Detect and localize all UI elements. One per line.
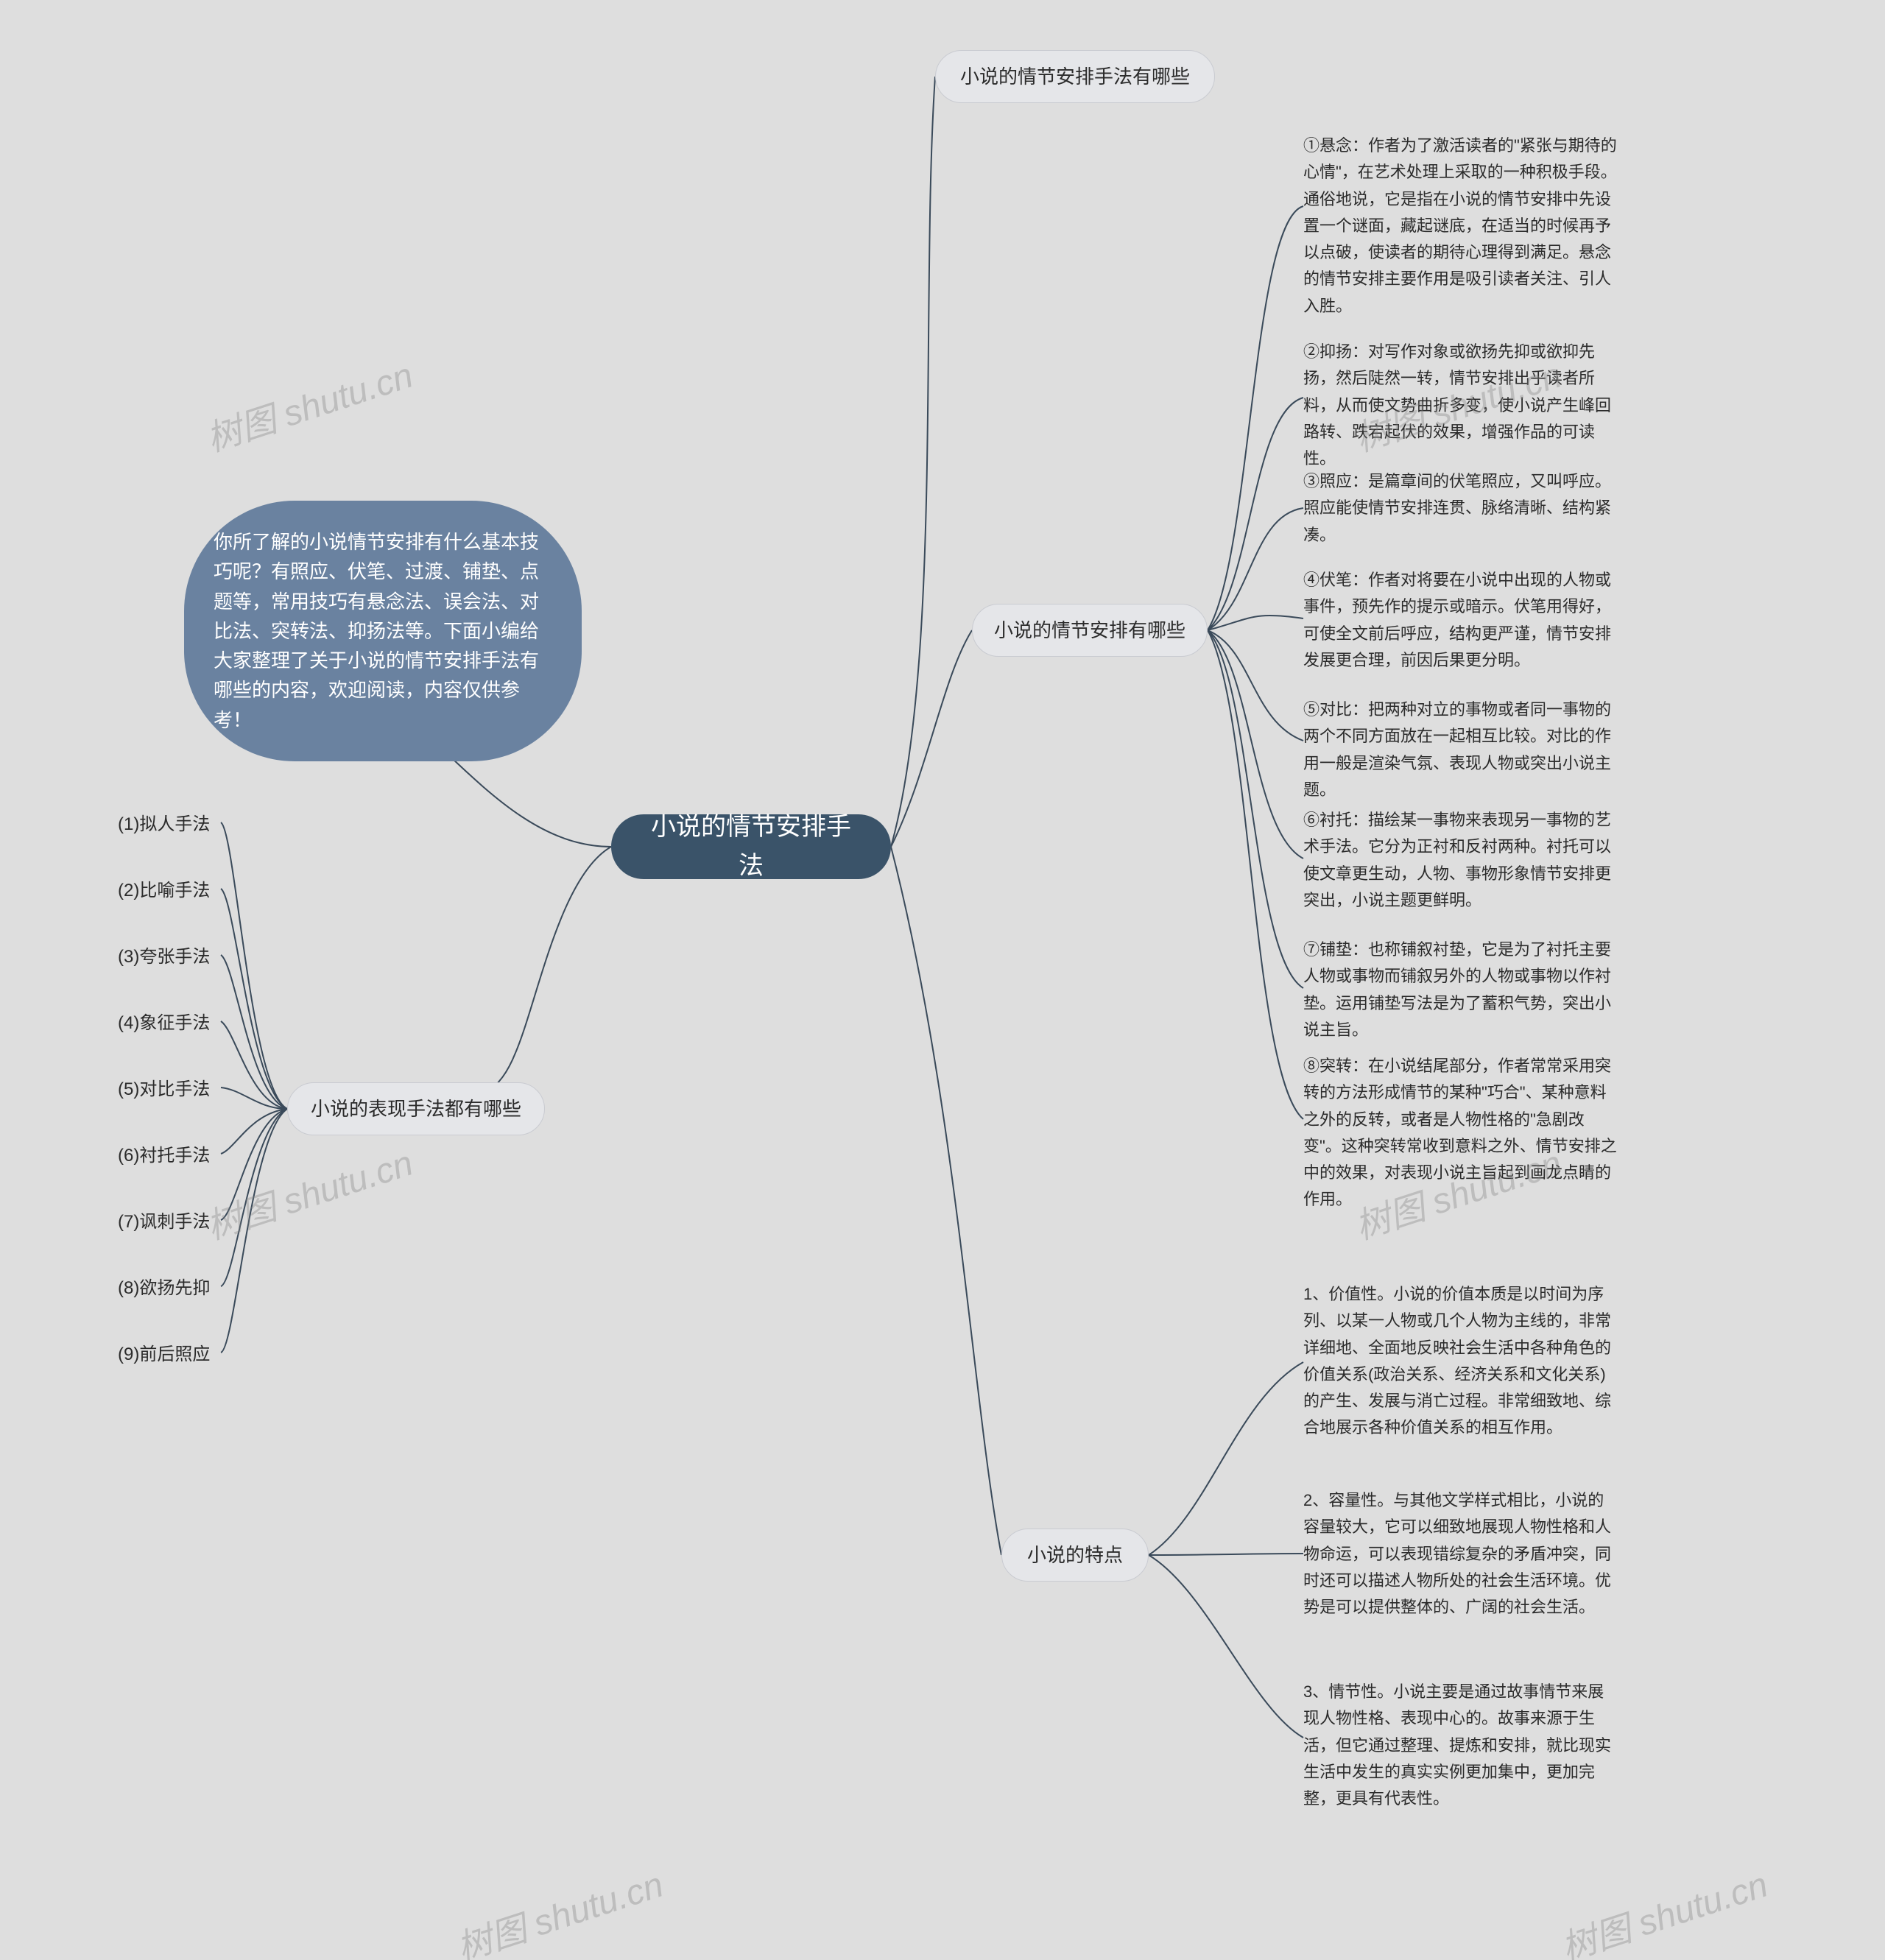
leaf-text: ⑦铺垫：也称铺叙衬垫，它是为了衬托主要人物或事物而铺叙另外的人物或事物以作衬垫。… [1303,940,1611,1039]
branch-label: 小说的情节安排有哪些 [994,616,1185,645]
branch-b1[interactable]: 小说的情节安排手法有哪些 [935,50,1215,103]
edge-path [1208,630,1303,1119]
leaf-text: (5)对比手法 [118,1079,210,1099]
edge-path [1208,398,1303,630]
leaf-node[interactable]: ③照应：是篇章间的伏笔照应，又叫呼应。照应能使情节安排连贯、脉络清晰、结构紧凑。 [1303,468,1620,549]
leaf-node[interactable]: (9)前后照应 [118,1340,265,1369]
leaf-node[interactable]: (4)象征手法 [118,1009,265,1038]
leaf-node[interactable]: ⑦铺垫：也称铺叙衬垫，它是为了衬托主要人物或事物而铺叙另外的人物或事物以作衬垫。… [1303,937,1620,1043]
leaf-text: (2)比喻手法 [118,881,210,900]
leaf-text: ②抑扬：对写作对象或欲扬先抑或欲抑先扬，然后陡然一转，情节安排出乎读者所料，从而… [1303,342,1611,468]
edge-path [1208,206,1303,630]
leaf-node[interactable]: 2、容量性。与其他文学样式相比，小说的容量较大，它可以细致地展现人物性格和人物命… [1303,1487,1620,1621]
leaf-text: (1)拟人手法 [118,814,210,834]
edge-path [891,77,935,847]
edge-path [1149,1554,1303,1555]
leaf-text: ④伏笔：作者对将要在小说中出现的人物或事件，预先作的提示或暗示。伏笔用得好，可使… [1303,571,1611,669]
intro-node[interactable]: 你所了解的小说情节安排有什么基本技巧呢？有照应、伏笔、过渡、铺垫、点题等，常用技… [184,501,582,761]
leaf-text: (9)前后照应 [118,1344,210,1364]
branch-label: 小说的表现手法都有哪些 [311,1094,521,1124]
watermark: 树图 shutu.cn [449,1855,669,1960]
leaf-text: (7)讽刺手法 [118,1212,210,1232]
center-node[interactable]: 小说的情节安排手法 [611,814,891,879]
edge-path [221,1109,287,1286]
leaf-node[interactable]: (6)衬托手法 [118,1141,265,1171]
edge-path [1208,616,1303,630]
edge-path [1208,508,1303,630]
watermark: 树图 shutu.cn [1554,1855,1773,1960]
branch-label: 小说的特点 [1027,1540,1123,1570]
edge-path [1149,1555,1303,1738]
leaf-text: ③照应：是篇章间的伏笔照应，又叫呼应。照应能使情节安排连贯、脉络清晰、结构紧凑。 [1303,472,1611,544]
edge-path [416,847,611,1109]
leaf-text: (6)衬托手法 [118,1146,210,1166]
leaf-node[interactable]: ⑤对比：把两种对立的事物或者同一事物的两个不同方面放在一起相互比较。对比的作用一… [1303,697,1620,803]
edge-path [1208,630,1303,859]
leaf-text: ⑧突转：在小说结尾部分，作者常常采用突转的方法形成情节的某种"巧合"、某种意料之… [1303,1057,1617,1208]
branch-label: 小说的情节安排手法有哪些 [960,62,1190,91]
edge-path [891,630,972,847]
leaf-text: 2、容量性。与其他文学样式相比，小说的容量较大，它可以细致地展现人物性格和人物命… [1303,1491,1611,1616]
leaf-text: ①悬念：作者为了激活读者的"紧张与期待的心情"，在艺术处理上采取的一种积极手段。… [1303,136,1617,315]
leaf-node[interactable]: (3)夸张手法 [118,942,265,972]
leaf-node[interactable]: 3、情节性。小说主要是通过故事情节来展现人物性格、表现中心的。故事来源于生活，但… [1303,1679,1620,1812]
branch-b3[interactable]: 小说的特点 [1001,1529,1149,1582]
leaf-text: ⑤对比：把两种对立的事物或者同一事物的两个不同方面放在一起相互比较。对比的作用一… [1303,700,1611,799]
leaf-text: 3、情节性。小说主要是通过故事情节来展现人物性格、表现中心的。故事来源于生活，但… [1303,1682,1611,1808]
leaf-node[interactable]: (2)比喻手法 [118,876,265,906]
edge-path [891,847,1001,1555]
branch-b4[interactable]: 小说的表现手法都有哪些 [287,1082,545,1135]
leaf-text: (8)欲扬先抑 [118,1278,210,1298]
leaf-text: 1、价值性。小说的价值本质是以时间为序列、以某一人物或几个人物为主线的，非常详细… [1303,1285,1611,1436]
edge-path [1149,1362,1303,1555]
leaf-node[interactable]: (5)对比手法 [118,1075,265,1104]
leaf-node[interactable]: 1、价值性。小说的价值本质是以时间为序列、以某一人物或几个人物为主线的，非常详细… [1303,1281,1620,1442]
leaf-node[interactable]: ⑧突转：在小说结尾部分，作者常常采用突转的方法形成情节的某种"巧合"、某种意料之… [1303,1053,1620,1213]
center-label: 小说的情节安排手法 [641,808,862,885]
edge-path [1208,630,1303,741]
mindmap-stage: 小说的情节安排手法 你所了解的小说情节安排有什么基本技巧呢？有照应、伏笔、过渡、… [0,0,1885,1960]
leaf-node[interactable]: (7)讽刺手法 [118,1208,265,1237]
leaf-text: (4)象征手法 [118,1013,210,1033]
leaf-node[interactable]: ⑥衬托：描绘某一事物来表现另一事物的艺术手法。它分为正衬和反衬两种。衬托可以使文… [1303,807,1620,914]
leaf-node[interactable]: ②抑扬：对写作对象或欲扬先抑或欲抑先扬，然后陡然一转，情节安排出乎读者所料，从而… [1303,339,1620,472]
leaf-text: (3)夸张手法 [118,947,210,967]
leaf-node[interactable]: (1)拟人手法 [118,810,265,839]
leaf-node[interactable]: ①悬念：作者为了激活读者的"紧张与期待的心情"，在艺术处理上采取的一种积极手段。… [1303,133,1620,320]
edge-path [1208,630,1303,988]
leaf-text: ⑥衬托：描绘某一事物来表现另一事物的艺术手法。它分为正衬和反衬两种。衬托可以使文… [1303,811,1611,909]
leaf-node[interactable]: (8)欲扬先抑 [118,1274,265,1303]
leaf-node[interactable]: ④伏笔：作者对将要在小说中出现的人物或事件，预先作的提示或暗示。伏笔用得好，可使… [1303,567,1620,674]
branch-b2[interactable]: 小说的情节安排有哪些 [972,604,1208,657]
intro-text: 你所了解的小说情节安排有什么基本技巧呢？有照应、伏笔、过渡、铺垫、点题等，常用技… [214,527,552,735]
watermark: 树图 shutu.cn [199,346,418,461]
